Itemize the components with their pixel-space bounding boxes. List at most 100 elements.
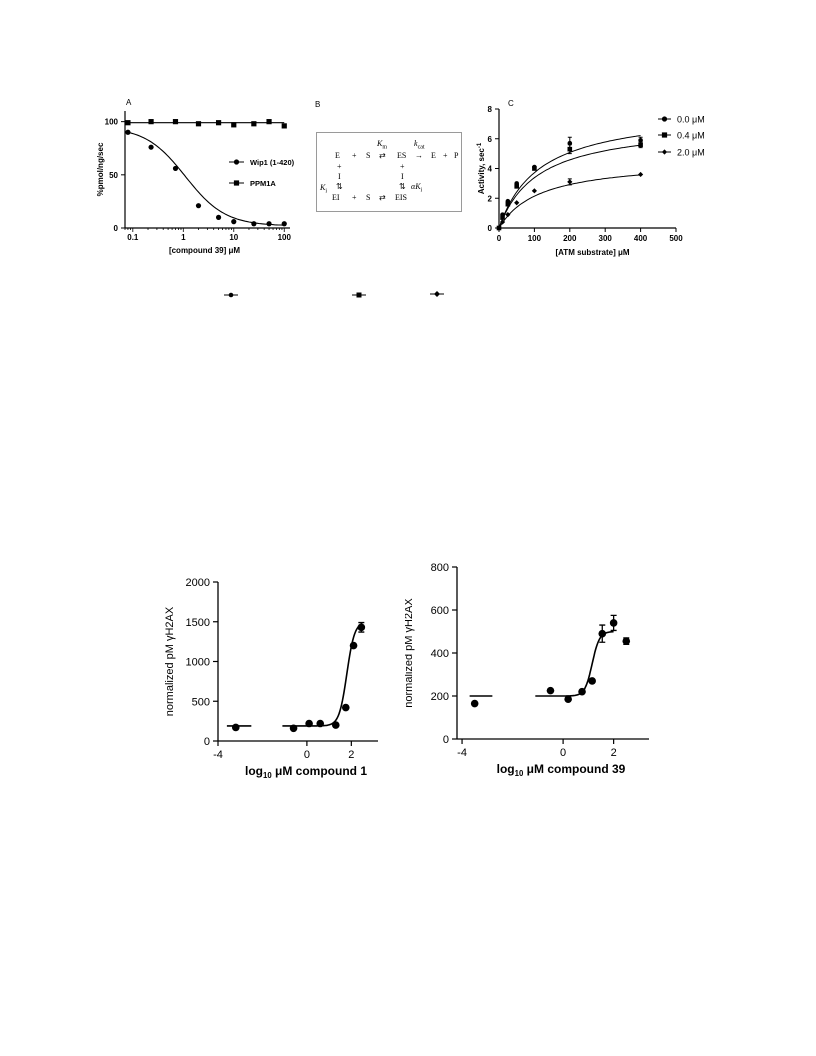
legend-label: Wip1 (1-420) [250, 158, 295, 167]
x-tick-label: 400 [634, 234, 648, 243]
y-tick-label: 200 [431, 691, 449, 703]
y-tick-label: 0 [204, 736, 210, 748]
scheme-plus: + [352, 151, 357, 160]
y-axis-title: Activity, sec-1 [477, 142, 486, 194]
circle-marker-icon [661, 116, 668, 122]
y-tick-label: 1500 [186, 617, 210, 629]
legend-label: 0.4 μM [677, 131, 705, 141]
data-point [215, 120, 222, 126]
y-tick-label: 800 [431, 562, 449, 574]
scheme-equilibrium: ⇄ [379, 151, 386, 160]
scheme-plus3: + [352, 193, 357, 202]
scheme-es: ES [397, 151, 407, 160]
scheme-arrow: → [415, 151, 423, 160]
x-tick-label: 1 [181, 233, 186, 242]
data-point [531, 188, 537, 194]
data-point [215, 214, 222, 220]
y-tick-label: 8 [488, 105, 493, 114]
scheme-equilibrium2: ⇄ [379, 193, 386, 202]
y-tick-label: 600 [431, 605, 449, 617]
x-axis-title: log10 μM compound 1 [245, 764, 367, 780]
reaction-scheme: Km kcat E + S ⇄ ES → E + P + + I I Ki ⇅ … [316, 132, 462, 212]
data-point [289, 724, 298, 733]
data-point [281, 123, 287, 129]
data-point [622, 637, 631, 645]
x-axis-title-part: μM compound 39 [523, 762, 625, 776]
x-tick-label: 200 [563, 234, 577, 243]
y-axis-title: normalized pM γH2AX [164, 606, 176, 716]
data-point [578, 687, 586, 696]
x-tick-label: 2 [348, 749, 354, 761]
data-point [532, 166, 537, 171]
y-tick-label: 2000 [186, 577, 210, 589]
y-tick-label: 4 [488, 165, 493, 174]
data-point [125, 129, 131, 135]
panel-label-c: C [508, 99, 514, 108]
y-axis-title: normalized pM γH2AX [405, 598, 415, 708]
data-point [514, 200, 520, 206]
data-point [195, 121, 202, 127]
data-point [172, 119, 179, 125]
x-tick-label: 100 [528, 234, 542, 243]
scheme-plus-right: + [400, 162, 405, 171]
data-point [609, 619, 618, 627]
ki-label: Ki [320, 183, 328, 195]
legend-glyph-diamond-icon [434, 291, 440, 297]
data-point [231, 219, 237, 225]
scheme-i-left: I [338, 172, 341, 181]
fit-curve [498, 144, 641, 229]
data-point [514, 184, 519, 189]
x-axis-title-part: 10 [515, 769, 524, 778]
y-tick-label: 100 [105, 118, 119, 127]
scheme-e: E [335, 151, 340, 160]
data-point [588, 677, 596, 685]
scheme-eq-right: ⇅ [399, 182, 406, 191]
diamond-marker-icon [661, 149, 668, 155]
data-point [349, 641, 358, 650]
data-point [567, 179, 573, 185]
data-point [231, 122, 237, 128]
scheme-e2: E [431, 151, 436, 160]
scheme-p: P [454, 151, 459, 160]
legend-label: 0.0 μM [677, 115, 705, 125]
data-point [567, 146, 573, 152]
x-axis-title-part: log [497, 762, 515, 776]
data-point [266, 221, 272, 227]
x-tick-label: -4 [213, 749, 223, 761]
x-axis-title-part: 10 [263, 771, 272, 780]
chart-a-inhibition: 0 50 100 0.1 1 10 100 [compound 39] μM %pmol/ng/… [96, 111, 295, 255]
y-tick-label: 2 [488, 194, 493, 203]
x-tick-label: 100 [278, 233, 292, 242]
legend-glyph-row [224, 291, 444, 298]
scheme-i-right: I [401, 172, 404, 181]
scheme-plus2: + [443, 151, 448, 160]
data-point [638, 171, 644, 178]
x-tick-label: -4 [457, 747, 467, 759]
x-tick-label: 0 [497, 234, 502, 243]
data-point [195, 203, 202, 209]
y-tick-label: 0 [114, 224, 119, 233]
panel-label-a: A [126, 98, 132, 107]
data-point [470, 699, 479, 708]
data-point [148, 119, 154, 125]
y-tick-label: 500 [192, 696, 210, 708]
scheme-eq-left: ⇅ [336, 182, 343, 191]
scheme-ei: EI [332, 193, 340, 202]
square-marker-icon [233, 180, 240, 186]
legend-label: PPM1A [250, 179, 276, 188]
data-point [266, 119, 272, 125]
data-point [148, 144, 154, 150]
scheme-plus-left: + [337, 162, 342, 171]
x-tick-label: 2 [611, 747, 617, 759]
fit-curve [282, 622, 363, 727]
data-point [496, 225, 502, 231]
data-point [251, 221, 257, 227]
data-point [251, 121, 257, 127]
y-tick-label: 1000 [186, 657, 210, 669]
y-tick-label: 400 [431, 648, 449, 660]
chart-e-compound39: 0 200 400 600 800 -4 0 2 log10 μM compound 39 nor… [405, 562, 649, 778]
x-axis-title: log10 μM compound 39 [497, 762, 626, 778]
y-axis-title-sup: -1 [477, 142, 483, 148]
data-point [505, 201, 511, 207]
